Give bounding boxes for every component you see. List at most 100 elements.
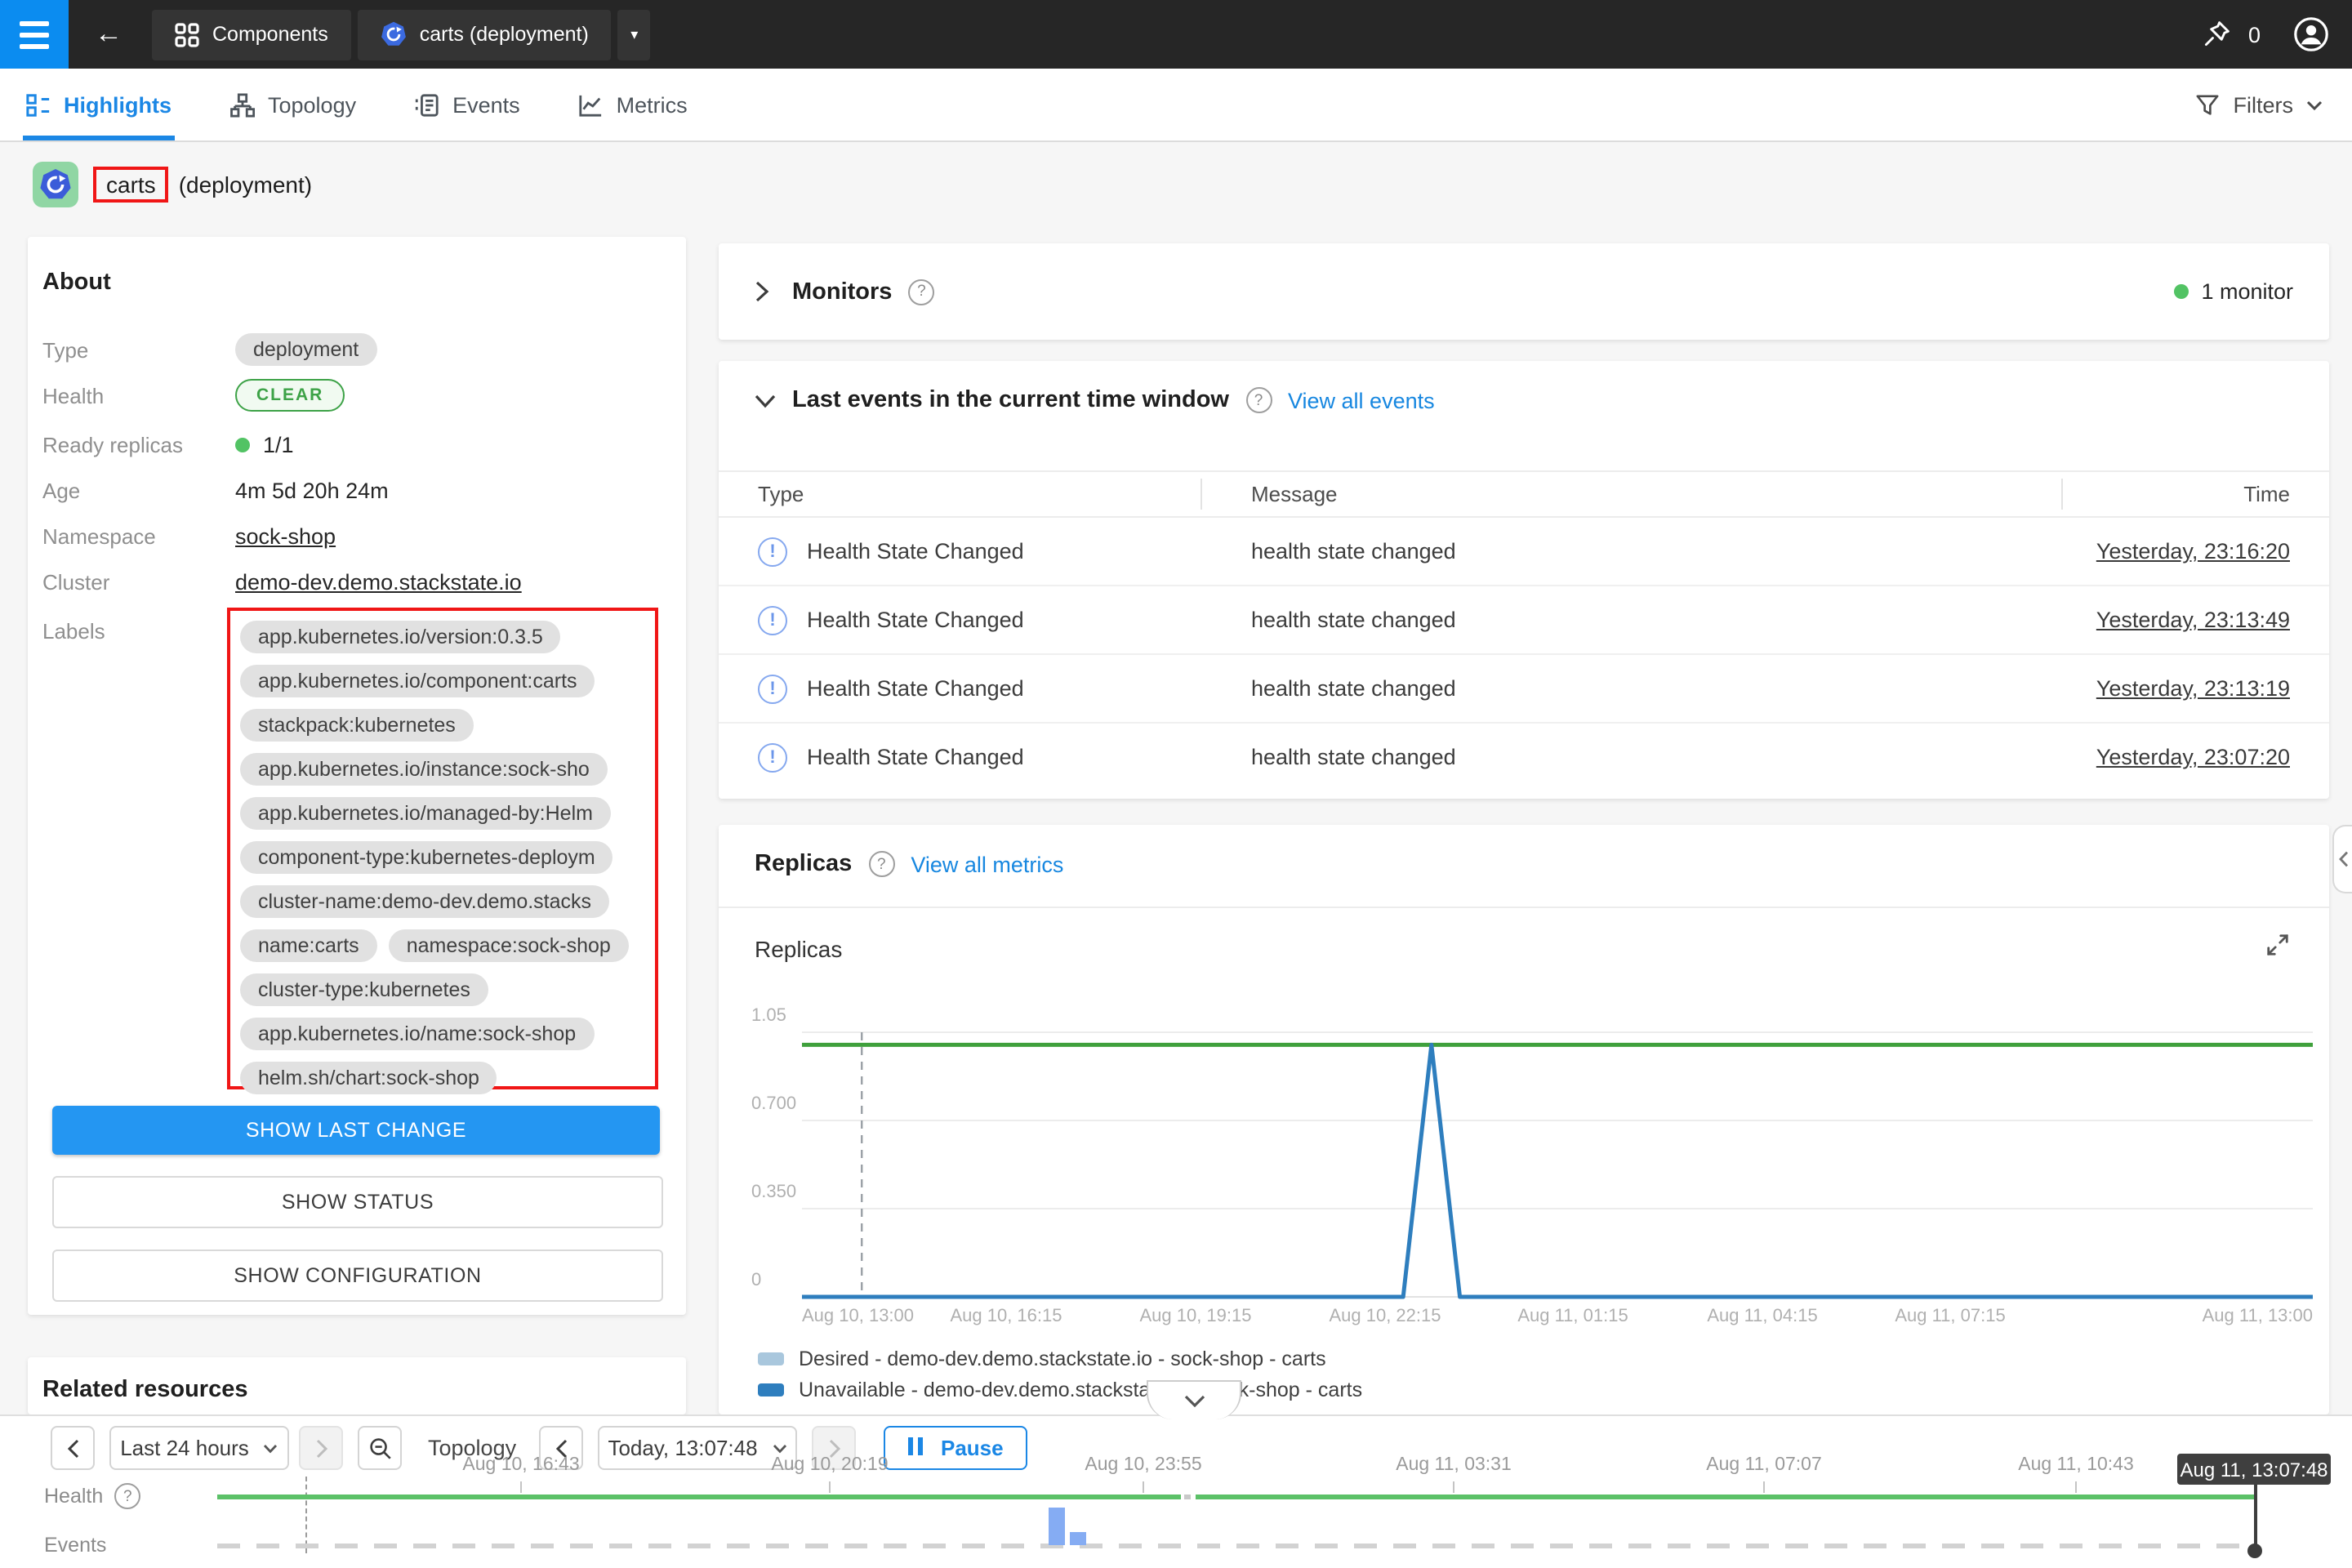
about-row-age: Age 4m 5d 20h 24m xyxy=(42,474,389,503)
right-panel-handle[interactable] xyxy=(2332,825,2352,893)
event-table-row[interactable]: ! Health State Changed health state chan… xyxy=(719,518,2329,586)
event-time-link[interactable]: Yesterday, 23:07:20 xyxy=(2096,745,2290,769)
age-value: 4m 5d 20h 24m xyxy=(235,479,389,503)
label-chip[interactable]: app.kubernetes.io/version:0.3.5 xyxy=(240,621,561,653)
events-histogram-bar[interactable] xyxy=(1049,1508,1065,1545)
x-axis-tick-label: Aug 11, 01:15 xyxy=(1517,1307,1628,1326)
replicas-heading: Replicas xyxy=(755,851,853,877)
show-configuration-button[interactable]: SHOW CONFIGURATION xyxy=(52,1250,663,1302)
monitors-expand-chevron-icon[interactable] xyxy=(755,281,769,302)
components-grid-icon xyxy=(175,22,199,47)
event-type: Health State Changed xyxy=(807,676,1024,701)
show-status-button[interactable]: SHOW STATUS xyxy=(52,1176,663,1228)
event-message: health state changed xyxy=(1251,608,1456,632)
tab-topology[interactable]: Topology xyxy=(230,69,356,140)
hamburger-menu-button[interactable] xyxy=(0,0,69,69)
user-avatar[interactable] xyxy=(2293,16,2329,52)
current-time-marker-dot[interactable] xyxy=(2247,1544,2262,1558)
tab-components-label: Components xyxy=(212,23,328,46)
events-collapse-chevron-icon[interactable] xyxy=(755,393,776,408)
replicas-chart-plot xyxy=(802,1031,2313,1299)
view-all-events-link[interactable]: View all events xyxy=(1288,388,1435,412)
pin-icon[interactable] xyxy=(2203,20,2232,49)
monitor-count: 1 monitor xyxy=(2201,279,2293,304)
event-info-icon: ! xyxy=(758,743,787,773)
current-time-dropdown[interactable]: Today, 13:07:48 xyxy=(598,1426,797,1470)
show-last-change-button[interactable]: SHOW LAST CHANGE xyxy=(52,1106,660,1155)
events-help-icon[interactable]: ? xyxy=(1245,387,1272,413)
event-table-row[interactable]: ! Health State Changed health state chan… xyxy=(719,655,2329,724)
health-help-icon[interactable]: ? xyxy=(114,1483,141,1509)
label-chip[interactable]: component-type:kubernetes-deploym xyxy=(240,841,613,874)
event-table-row[interactable]: ! Health State Changed health state chan… xyxy=(719,724,2329,792)
event-type: Health State Changed xyxy=(807,539,1024,564)
tab-dropdown-caret[interactable]: ▾ xyxy=(617,9,651,60)
about-row-health: Health CLEAR xyxy=(42,379,345,412)
current-time-marker[interactable] xyxy=(2254,1485,2256,1550)
replicas-help-icon[interactable]: ? xyxy=(868,851,895,877)
range-back-button[interactable] xyxy=(51,1426,95,1470)
tab-events[interactable]: Events xyxy=(415,69,520,140)
current-time-value: Today, 13:07:48 xyxy=(608,1436,758,1460)
labels-annotation-box: app.kubernetes.io/version:0.3.5 app.kube… xyxy=(227,608,658,1094)
legend-item-unavailable[interactable]: Unavailable - demo-dev.demo.stackstate.i… xyxy=(758,1379,1362,1401)
cluster-link[interactable]: demo-dev.demo.stackstate.io xyxy=(235,570,522,595)
event-time-link[interactable]: Yesterday, 23:13:19 xyxy=(2096,676,2290,701)
y-axis-tick-label: 0 xyxy=(751,1271,762,1290)
events-heading: Last events in the current time window xyxy=(792,387,1229,413)
chart-expand-icon[interactable] xyxy=(2265,933,2290,957)
monitor-status-dot xyxy=(2173,284,2189,299)
event-time-link[interactable]: Yesterday, 23:13:49 xyxy=(2096,608,2290,632)
back-arrow-button[interactable]: ← xyxy=(95,18,122,49)
time-forward-button[interactable] xyxy=(812,1426,856,1470)
legend-item-desired[interactable]: Desired - demo-dev.demo.stackstate.io - … xyxy=(758,1348,1326,1370)
label-chip[interactable]: app.kubernetes.io/instance:sock-sho xyxy=(240,753,608,786)
tab-highlights[interactable]: Highlights xyxy=(23,69,175,140)
view-all-metrics-link[interactable]: View all metrics xyxy=(911,852,1064,876)
legend-swatch-desired xyxy=(758,1352,784,1365)
label-chip[interactable]: namespace:sock-shop xyxy=(388,929,629,962)
timeline-tick-label: Aug 10, 23:55 xyxy=(1085,1455,1202,1475)
events-timeline[interactable] xyxy=(217,1544,2256,1548)
topology-time-label: Topology xyxy=(428,1436,517,1460)
event-time-link[interactable]: Yesterday, 23:16:20 xyxy=(2096,539,2290,564)
time-range-dropdown[interactable]: Last 24 hours xyxy=(109,1426,289,1470)
monitors-help-icon[interactable]: ? xyxy=(908,278,935,305)
label-chip[interactable]: cluster-name:demo-dev.demo.stacks xyxy=(240,885,610,918)
x-axis-tick-label: Aug 10, 13:00 xyxy=(802,1307,915,1326)
range-forward-button[interactable] xyxy=(299,1426,343,1470)
panel-collapse-tab[interactable] xyxy=(1147,1380,1241,1419)
label-chip[interactable]: app.kubernetes.io/managed-by:Helm xyxy=(240,797,611,830)
column-header-time: Time xyxy=(2243,482,2290,506)
label-chip[interactable]: app.kubernetes.io/component:carts xyxy=(240,665,595,697)
type-label: Type xyxy=(42,338,89,363)
label-chip[interactable]: cluster-type:kubernetes xyxy=(240,973,488,1006)
tab-carts-deployment[interactable]: carts (deployment) xyxy=(357,9,612,60)
replicas-chart-title: Replicas xyxy=(755,936,843,962)
time-back-button[interactable] xyxy=(539,1426,583,1470)
replicas-x-labels: Aug 10, 13:00 Aug 10, 16:15 Aug 10, 19:15 A… xyxy=(802,1307,2313,1333)
x-axis-tick-label: Aug 10, 19:15 xyxy=(1139,1307,1252,1326)
label-chip[interactable]: helm.sh/chart:sock-shop xyxy=(240,1062,497,1094)
event-table-row[interactable]: ! Health State Changed health state chan… xyxy=(719,586,2329,655)
events-histogram-bar[interactable] xyxy=(1070,1532,1086,1545)
health-timeline[interactable] xyxy=(217,1494,2256,1499)
pause-button[interactable]: Pause xyxy=(884,1426,1028,1470)
tab-metrics[interactable]: Metrics xyxy=(579,69,688,140)
zoom-out-button[interactable] xyxy=(358,1426,402,1470)
namespace-link[interactable]: sock-shop xyxy=(235,524,336,549)
tab-components[interactable]: Components xyxy=(152,9,351,60)
legend-label-unavailable: Unavailable - demo-dev.demo.stackstate.i… xyxy=(799,1379,1363,1401)
ready-replicas-label: Ready replicas xyxy=(42,433,183,457)
events-icon xyxy=(415,92,439,117)
label-chip[interactable]: stackpack:kubernetes xyxy=(240,709,474,742)
label-chip[interactable]: name:carts xyxy=(240,929,377,962)
tab-events-label: Events xyxy=(452,92,520,117)
age-label: Age xyxy=(42,479,81,503)
component-type-icon xyxy=(33,162,78,207)
filters-button[interactable]: Filters xyxy=(2196,92,2323,117)
current-time-badge[interactable]: Aug 11, 13:07:48 xyxy=(2177,1454,2331,1485)
ready-status-dot xyxy=(235,438,250,452)
filter-funnel-icon xyxy=(2196,92,2221,117)
label-chip[interactable]: app.kubernetes.io/name:sock-shop xyxy=(240,1018,595,1050)
